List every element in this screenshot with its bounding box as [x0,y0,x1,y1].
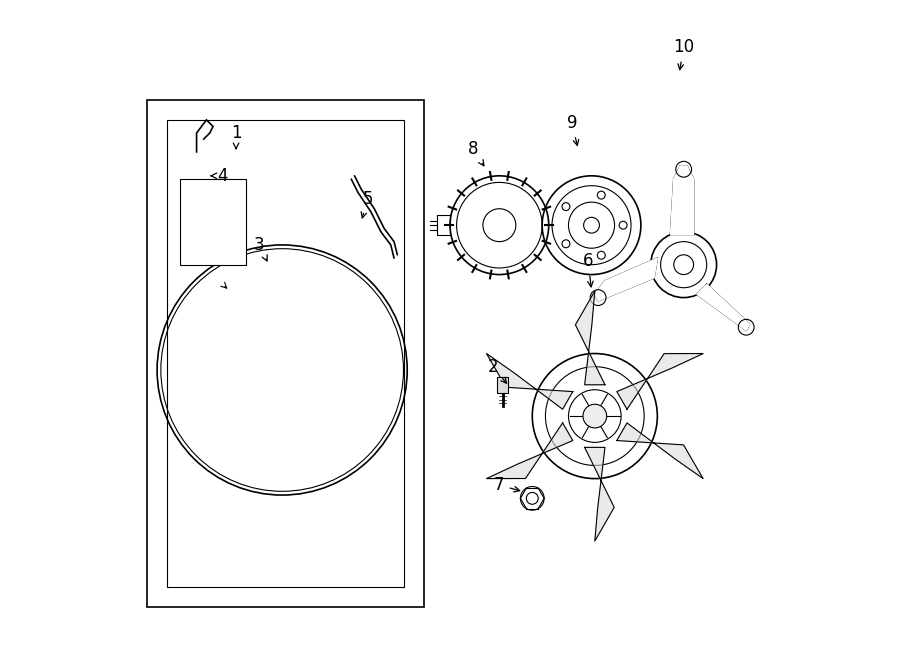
Text: 4: 4 [212,167,229,185]
Circle shape [583,405,607,428]
Text: 2: 2 [488,358,507,383]
Polygon shape [487,354,572,409]
Text: 8: 8 [468,141,484,166]
Polygon shape [585,447,614,541]
Polygon shape [616,423,703,479]
Polygon shape [616,354,703,409]
Text: 6: 6 [583,253,593,287]
FancyBboxPatch shape [167,120,404,587]
Text: 5: 5 [361,190,373,218]
FancyBboxPatch shape [498,377,508,393]
Text: 9: 9 [566,114,579,145]
Polygon shape [670,166,694,235]
Polygon shape [487,423,572,479]
Text: 1: 1 [230,124,241,149]
Text: 7: 7 [494,476,519,494]
Polygon shape [697,284,750,330]
FancyBboxPatch shape [180,179,246,264]
Polygon shape [595,258,657,301]
Text: 10: 10 [673,38,694,69]
FancyBboxPatch shape [148,100,424,607]
Polygon shape [575,291,605,385]
Text: 3: 3 [254,236,267,261]
